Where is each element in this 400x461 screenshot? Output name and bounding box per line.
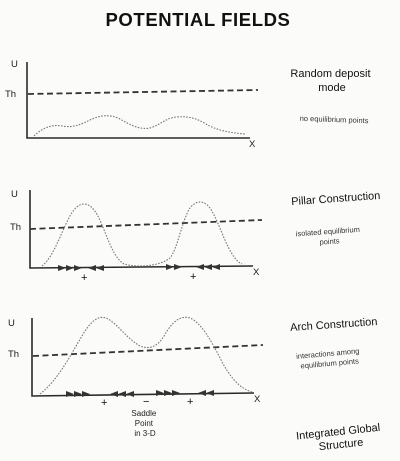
panel-2-th-label: Th <box>10 222 21 233</box>
panel-3-caption-note: interactions among equilibrium points <box>296 346 363 371</box>
panel-random-deposit: U X Th Random deposit mode no equilibriu… <box>5 59 373 150</box>
arrow-right-marker <box>74 265 82 271</box>
arrow-left-marker <box>118 391 126 397</box>
arrow-right-marker <box>172 390 180 396</box>
arrow-right-marker <box>156 390 164 396</box>
panel-1-caption-title-line: Random deposit <box>290 68 370 80</box>
arrow-left-marker <box>204 264 212 270</box>
arrow-right-marker <box>166 264 174 270</box>
panel-3-potential-curve <box>39 316 253 395</box>
panel-2-flow-arrows <box>58 264 220 271</box>
panel-2-caption-note-line: points <box>319 236 340 246</box>
arrow-left-marker <box>206 390 214 396</box>
panel-pillar-construction: U X Th + + Pillar Construction isolated … <box>10 189 381 284</box>
panel-1-threshold-line <box>27 89 259 95</box>
arrow-right-marker <box>164 390 172 396</box>
arrow-right-marker <box>174 264 182 270</box>
panel-1-x-label: X <box>249 139 256 150</box>
panel-1-caption-title-line: mode <box>318 82 346 94</box>
panel-1-caption-note-line: no equilibrium points <box>300 114 369 125</box>
page-title: POTENTIAL FIELDS <box>105 9 290 30</box>
panel-3-marker-label: − <box>143 396 149 408</box>
panel-3-th-label: Th <box>8 349 19 360</box>
panel-1-th-label: Th <box>5 89 16 100</box>
arrow-right-marker <box>74 391 82 397</box>
panel-3-caption-title: Arch Construction <box>290 316 378 334</box>
panel-2-marker-label: + <box>190 271 196 283</box>
arrow-right-marker <box>58 265 66 271</box>
panel-3-marker-label: + <box>101 397 107 409</box>
panel-2-x-label: X <box>253 267 260 278</box>
panel-3-caption-title-line: Arch Construction <box>290 316 378 334</box>
arrow-left-marker <box>126 391 134 397</box>
saddle-annotation-line: in 3-D <box>134 429 156 438</box>
arrow-left-marker <box>110 391 118 397</box>
saddle-annotation-line: Saddle <box>131 409 156 418</box>
panel-2-potential-curve <box>41 201 243 267</box>
arrow-right-marker <box>82 391 90 397</box>
panel-2-u-label: U <box>11 189 18 200</box>
saddle-annotation-line: Point <box>135 419 154 428</box>
panel-3-marker-label: + <box>187 396 193 408</box>
panel-1-caption-note: no equilibrium points <box>300 114 369 125</box>
arrow-left-marker <box>96 265 104 271</box>
panel-3-u-label: U <box>8 318 15 329</box>
panel-2-caption-title-line: Pillar Construction <box>291 190 381 208</box>
panel-3-axes <box>31 318 255 397</box>
panel-1-potential-curve <box>33 115 247 137</box>
panel-2-threshold-line <box>29 219 263 230</box>
panel-3-flow-arrows <box>66 390 214 397</box>
saddle-point-annotation: Saddle Point in 3-D <box>131 409 158 438</box>
arrow-right-marker <box>66 265 74 271</box>
arrow-right-marker <box>66 391 74 397</box>
panel-arch-construction: U X Th + − + Saddle Point in 3-D Arc <box>8 316 378 438</box>
arrow-left-marker <box>198 390 206 396</box>
panel-1-caption-title: Random deposit mode <box>290 68 373 94</box>
panel-3-threshold-line <box>32 344 264 357</box>
panel-1-axes <box>26 62 250 139</box>
panel-3-x-label: X <box>254 394 261 405</box>
panel-2-caption-title: Pillar Construction <box>291 190 381 208</box>
arrow-left-marker <box>196 264 204 270</box>
arrow-left-marker <box>88 265 96 271</box>
footer-caption: Integrated Global Structure <box>296 421 386 455</box>
arrow-left-marker <box>212 264 220 270</box>
panel-1-u-label: U <box>11 59 18 70</box>
panel-2-marker-label: + <box>81 272 87 284</box>
footer-caption-line: Structure <box>318 437 364 454</box>
panel-2-caption-note: isolated equilibrium points <box>295 225 362 249</box>
panel-2-caption-note-line: isolated equilibrium <box>295 225 360 238</box>
